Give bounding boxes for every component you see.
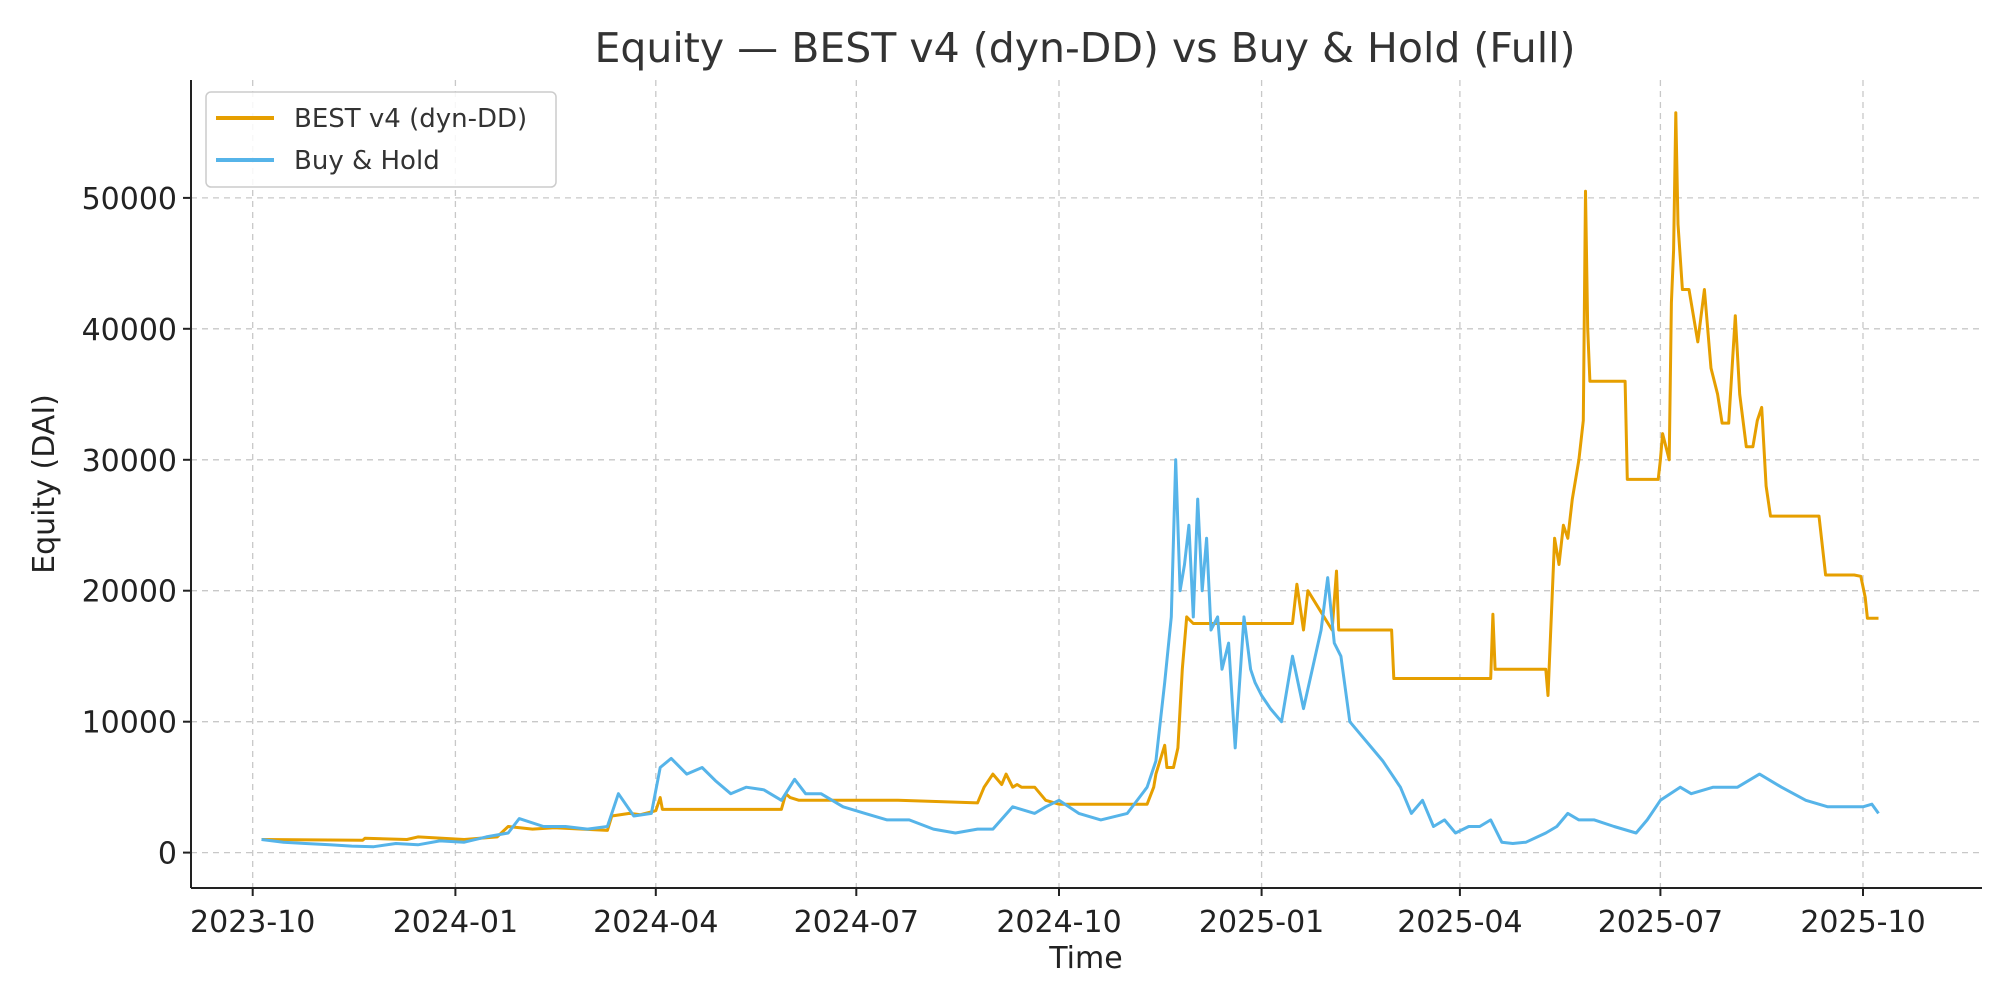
- y-tick-label: 20000: [82, 575, 177, 610]
- series-lines: [261, 111, 1880, 849]
- y-tick-label: 50000: [82, 182, 177, 217]
- x-tick-label: 2024-01: [393, 905, 518, 940]
- x-tick-label: 2025-10: [1800, 905, 1925, 940]
- x-tick-label: 2025-04: [1397, 905, 1522, 940]
- legend-label-buy-hold: Buy & Hold: [294, 146, 440, 176]
- chart-title: Equity — BEST v4 (dyn-DD) vs Buy & Hold …: [595, 24, 1576, 72]
- x-axis-ticks: 2023-10 2024-01 2024-04 2024-07 2024-10 2025-…: [190, 888, 1926, 940]
- y-axis-ticks: 0 10000 20000 30000 40000 50000: [82, 182, 191, 872]
- x-axis-label: Time: [1048, 941, 1122, 976]
- y-axis-label: Equity (DAI): [27, 394, 62, 574]
- series-line-strategy: [261, 111, 1879, 842]
- x-tick-label: 2024-10: [996, 905, 1121, 940]
- x-tick-label: 2024-04: [593, 905, 718, 940]
- x-tick-label: 2025-07: [1598, 905, 1723, 940]
- y-tick-label: 10000: [82, 706, 177, 741]
- legend-frame: [205, 91, 557, 188]
- y-tick-label: 40000: [82, 313, 177, 348]
- series-line-buy-hold: [261, 458, 1880, 849]
- y-tick-label: 0: [158, 837, 177, 872]
- x-tick-label: 2023-10: [190, 905, 315, 940]
- legend: BEST v4 (dyn-DD) Buy & Hold: [205, 91, 557, 188]
- grid-lines: [191, 80, 1982, 888]
- x-tick-label: 2025-01: [1199, 905, 1324, 940]
- x-tick-label: 2024-07: [794, 905, 919, 940]
- y-tick-label: 30000: [82, 444, 177, 479]
- legend-label-strategy: BEST v4 (dyn-DD): [294, 104, 527, 134]
